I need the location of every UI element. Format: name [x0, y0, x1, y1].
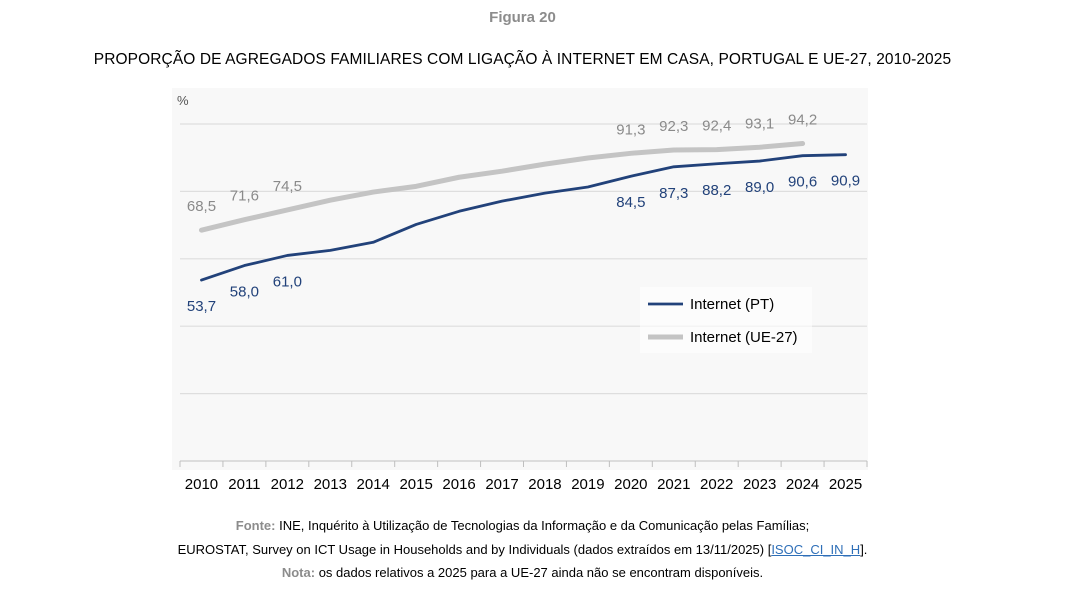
- x-tick-label: 2022: [700, 476, 733, 493]
- source-link[interactable]: ISOC_CI_IN_H: [771, 542, 861, 557]
- x-tick-label: 2025: [829, 476, 862, 493]
- chart-title: PROPORÇÃO DE AGREGADOS FAMILIARES COM LI…: [93, 51, 952, 68]
- legend-box: [640, 287, 812, 353]
- data-label: 92,3: [659, 118, 688, 135]
- figure-label: Figura 20: [489, 9, 556, 26]
- source-text-2: EUROSTAT, Survey on ICT Usage in Househo…: [177, 542, 772, 557]
- x-tick-label: 2021: [657, 476, 690, 493]
- data-label: 68,5: [187, 198, 216, 215]
- note-text: os dados relativos a 2025 para a UE-27 a…: [318, 565, 764, 580]
- data-label: 58,0: [230, 284, 259, 301]
- x-tick-label: 2017: [485, 476, 518, 493]
- data-label: 90,6: [788, 174, 817, 191]
- data-label: 92,4: [702, 118, 731, 135]
- legend-label: Internet (UE-27): [690, 329, 798, 346]
- data-label: 93,1: [745, 115, 774, 132]
- series-line-pt: [200, 153, 847, 282]
- source-line-2: EUROSTAT, Survey on ICT Usage in Househo…: [0, 542, 1045, 557]
- x-tick-label: 2012: [271, 476, 304, 493]
- data-label: 61,0: [273, 273, 302, 290]
- source-text-1: INE, Inquérito à Utilização de Tecnologi…: [279, 518, 810, 533]
- data-label: 74,5: [273, 178, 302, 195]
- legend-label: Internet (PT): [690, 296, 774, 313]
- x-tick-label: 2016: [442, 476, 475, 493]
- data-label: 88,2: [702, 182, 731, 199]
- data-label: 90,9: [831, 173, 860, 190]
- note-line: Nota: os dados relativos a 2025 para a U…: [0, 565, 1045, 580]
- x-tick-label: 2015: [399, 476, 432, 493]
- x-tick-label: 2024: [786, 476, 819, 493]
- x-tick-label: 2019: [571, 476, 604, 493]
- note-label: Nota:: [281, 565, 316, 580]
- data-label: 71,6: [230, 188, 259, 205]
- data-label: 84,5: [616, 194, 645, 211]
- x-tick-label: 2023: [743, 476, 776, 493]
- y-axis-label: %: [177, 93, 189, 108]
- x-tick-label: 2013: [314, 476, 347, 493]
- data-label: 89,0: [745, 179, 774, 196]
- x-tick-label: 2018: [528, 476, 561, 493]
- source-label: Fonte:: [235, 518, 276, 533]
- data-label: 94,2: [788, 112, 817, 129]
- plot-area: [172, 88, 868, 470]
- source-line-1: Fonte: INE, Inquérito à Utilização de Te…: [0, 518, 1045, 533]
- x-tick-label: 2014: [357, 476, 390, 493]
- data-label: 87,3: [659, 185, 688, 202]
- source-text-2-end: ].: [860, 542, 868, 557]
- x-tick-label: 2020: [614, 476, 647, 493]
- data-label: 53,7: [187, 298, 216, 315]
- x-tick-label: 2011: [228, 476, 260, 493]
- x-tick-label: 2010: [185, 476, 218, 493]
- data-label: 91,3: [616, 121, 645, 138]
